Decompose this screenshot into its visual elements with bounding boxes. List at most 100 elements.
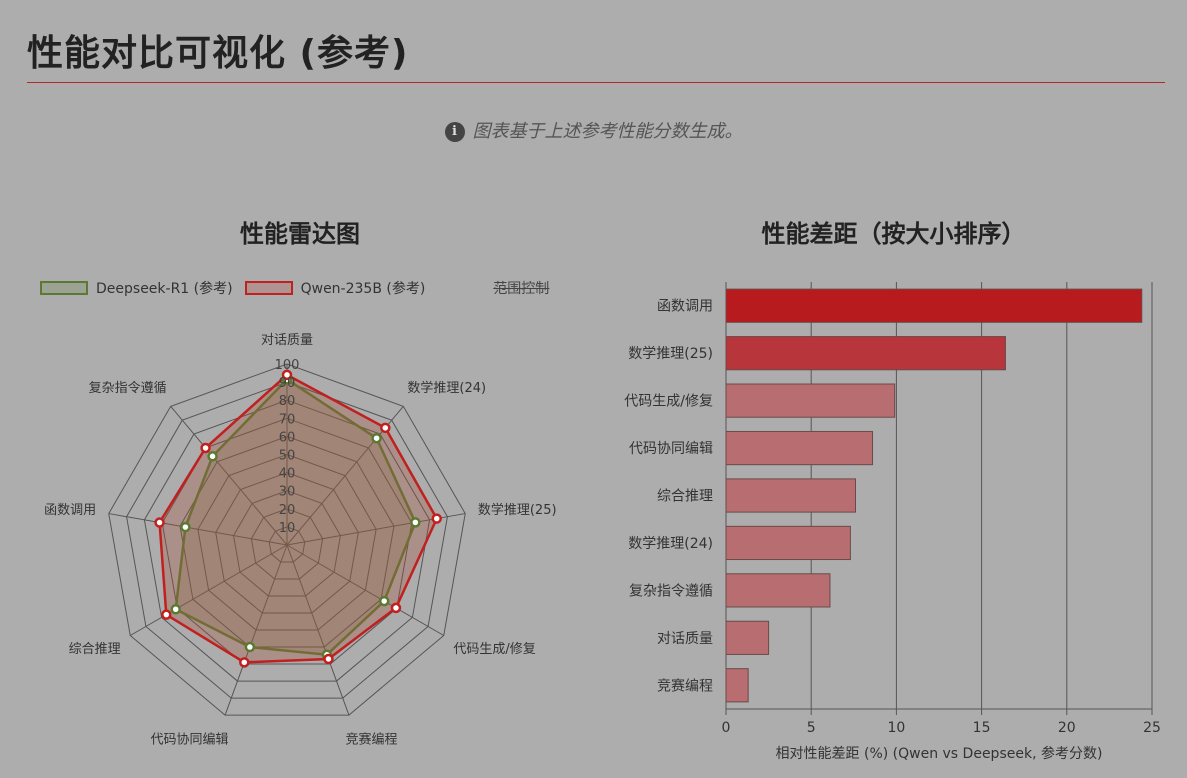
radar-tick-label: 10 <box>279 521 296 536</box>
radar-spoke <box>286 544 350 716</box>
page-title: 性能对比可视化 (参考) <box>27 33 409 74</box>
bar[interactable] <box>725 383 896 418</box>
radar-point-qwen[interactable] <box>431 513 442 524</box>
radar-tick-label: 90 <box>279 376 296 391</box>
radar-tick-labels: 10 20 30 40 50 60 70 80 90 100 <box>275 358 300 536</box>
radar-grid-ring <box>250 508 324 580</box>
legend-item-deepseek[interactable]: Deepseek-R1 (参考) <box>40 278 233 298</box>
radar-point-deepseek[interactable] <box>410 517 421 528</box>
radar-tick-label: 100 <box>275 358 300 373</box>
bar-category-label: 代码协同编辑 <box>629 441 713 457</box>
radar-point-qwen[interactable] <box>281 369 293 381</box>
radar-spoke <box>224 544 288 716</box>
bar[interactable] <box>725 525 851 561</box>
bar-chart-title: 性能差距（按大小排序） <box>761 220 1026 248</box>
radar-chart-title: 性能雷达图 <box>240 220 360 248</box>
radar-tick-label: 70 <box>279 412 296 427</box>
radar-point-deepseek[interactable] <box>207 451 218 462</box>
radar-grid-ring <box>108 363 466 716</box>
radar-point-qwen[interactable] <box>380 422 391 434</box>
title-divider <box>27 82 1165 83</box>
radar-tick-label: 40 <box>279 467 296 482</box>
radar-point-qwen[interactable] <box>323 653 334 665</box>
legend-label-qwen: Qwen-235B (参考) <box>300 281 426 297</box>
chart-note: i 图表基于上述参考性能分数生成。 <box>0 117 1187 143</box>
radar-axis-label: 复杂指令遵循 <box>89 380 167 396</box>
radar-grid-ring <box>161 417 413 665</box>
radar-series-layer <box>158 373 439 664</box>
bar-x-tick-label: 10 <box>887 720 905 736</box>
bar[interactable] <box>725 288 1143 323</box>
radar-axis-label: 对话质量 <box>261 333 313 348</box>
bar-x-tick-label: 5 <box>807 720 816 736</box>
radar-point-qwen[interactable] <box>154 517 165 528</box>
radar-point-deepseek[interactable] <box>170 604 181 615</box>
bar-x-tick-label: 20 <box>1058 720 1076 736</box>
radar-legend: Deepseek-R1 (参考) Qwen-235B (参考) 范围控制 <box>40 278 549 298</box>
bar[interactable] <box>725 668 749 703</box>
radar-point-deepseek[interactable] <box>244 641 256 653</box>
radar-point-deepseek[interactable] <box>378 595 390 607</box>
bar-x-axis-label: 相对性能差距 (%) (Qwen vs Deepseek, 参考分数) <box>776 745 1103 762</box>
bar-category-label: 竞赛编程 <box>657 677 713 694</box>
radar-grid-ring <box>233 490 341 597</box>
legend-item-qwen[interactable]: Qwen-235B (参考) <box>244 278 426 298</box>
radar-grid-ring <box>126 381 448 699</box>
bar-category-label: 函数调用 <box>657 299 713 315</box>
legend-label-deepseek: Deepseek-R1 (参考) <box>96 281 233 297</box>
bar-category-label: 复杂指令遵循 <box>629 582 713 599</box>
radar-grid <box>108 363 466 716</box>
radar-spoke <box>108 513 288 546</box>
bar-bars-layer <box>725 288 1143 703</box>
radar-spoke <box>129 544 288 636</box>
radar-axis-label: 数学推理(25) <box>478 502 557 518</box>
radar-tick-label: 30 <box>279 485 296 500</box>
bar[interactable] <box>725 336 1006 371</box>
radar-spoke <box>170 406 288 546</box>
bar-category-label: 代码生成/修复 <box>624 393 713 410</box>
radar-point-qwen[interactable] <box>239 657 250 668</box>
radar-grid-ring <box>143 399 431 682</box>
bar-x-tick-label: 15 <box>973 720 991 736</box>
bar-category-label: 综合推理 <box>657 489 713 505</box>
legend-swatch-deepseek <box>40 281 88 295</box>
radar-axis-label: 代码生成/修复 <box>453 642 535 657</box>
bar-category-label: 数学推理(24) <box>628 536 713 552</box>
bar-category-label: 数学推理(25) <box>628 346 713 362</box>
bar[interactable] <box>725 620 770 655</box>
radar-axis-label: 代码协同编辑 <box>151 733 229 748</box>
radar-points-layer <box>154 369 442 668</box>
radar-series-deepseek <box>174 377 417 657</box>
radar-grid-ring <box>215 472 359 614</box>
chart-note-text: 图表基于上述参考性能分数生成。 <box>472 121 743 142</box>
bar[interactable] <box>725 478 857 513</box>
radar-tick-label: 20 <box>279 503 296 518</box>
radar-axis-label: 竞赛编程 <box>345 732 397 748</box>
radar-axis-label: 函数调用 <box>44 503 96 518</box>
bar-x-tick-label: 0 <box>722 720 731 736</box>
legend-item-range-control[interactable]: 范围控制 <box>493 281 550 297</box>
radar-point-deepseek[interactable] <box>180 521 191 533</box>
radar-tick-label: 60 <box>279 430 296 445</box>
radar-series-qwen <box>158 373 439 664</box>
legend-swatch-qwen <box>244 281 293 295</box>
radar-grid-ring <box>197 453 377 631</box>
radar-tick-label: 80 <box>279 394 296 409</box>
info-icon: i <box>444 122 465 142</box>
radar-axis-label: 综合推理 <box>69 642 121 657</box>
bar[interactable] <box>725 573 831 608</box>
radar-point-qwen[interactable] <box>390 602 402 614</box>
radar-point-qwen[interactable] <box>161 609 172 620</box>
bar[interactable] <box>725 430 874 466</box>
bar-x-tick-labels: 0 5 10 15 20 25 <box>722 720 1161 736</box>
radar-point-qwen[interactable] <box>200 442 211 454</box>
radar-axis-label: 数学推理(24) <box>407 380 486 396</box>
radar-point-deepseek[interactable] <box>371 432 382 444</box>
radar-tick-label: 50 <box>279 449 296 464</box>
radar-grid-ring <box>268 526 306 563</box>
radar-spoke <box>286 544 445 636</box>
